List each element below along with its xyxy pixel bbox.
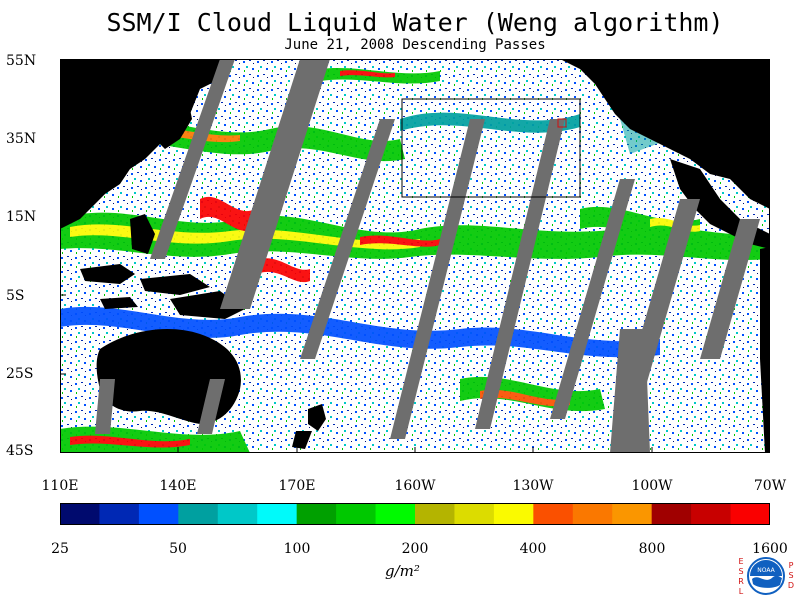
colorbar-units: g/m² xyxy=(385,562,420,580)
colorbar-swatch xyxy=(651,503,692,525)
lat-label-35n: 35N xyxy=(6,131,37,147)
colorbar-swatch xyxy=(375,503,416,525)
colorbar-swatch xyxy=(493,503,534,525)
colorbar-label-200: 200 xyxy=(401,541,429,557)
lon-label-70w: 70W xyxy=(753,478,787,494)
colorbar-swatch xyxy=(730,503,770,525)
colorbar-label-1600: 1600 xyxy=(752,541,788,557)
colorbar-swatch xyxy=(257,503,298,525)
colorbar-swatch xyxy=(572,503,613,525)
lon-label-140e: 140E xyxy=(159,478,197,494)
lon-label-100w: 100W xyxy=(631,478,673,494)
lat-label-15n: 15N xyxy=(6,209,37,225)
map-title: SSM/I Cloud Liquid Water (Weng algorithm… xyxy=(106,8,724,37)
colorbar-swatch xyxy=(60,503,100,525)
colorbar-swatch xyxy=(217,503,258,525)
colorbar-swatch xyxy=(533,503,574,525)
lon-label-170e: 170E xyxy=(278,478,316,494)
colorbar-label-800: 800 xyxy=(638,541,666,557)
lon-label-130w: 130W xyxy=(512,478,554,494)
colorbar-label-50: 50 xyxy=(169,541,187,557)
lat-label-45s: 45S xyxy=(6,443,34,459)
colorbar-label-400: 400 xyxy=(519,541,547,557)
cloud-water-map xyxy=(60,59,770,453)
lon-ticks xyxy=(177,447,653,453)
lat-ticks xyxy=(60,59,66,453)
lat-label-5s: 5S xyxy=(6,288,25,304)
svg-text:NOAA: NOAA xyxy=(757,567,775,574)
lon-label-110e: 110E xyxy=(41,478,79,494)
colorbar-swatch xyxy=(415,503,455,525)
map-subtitle: June 21, 2008 Descending Passes xyxy=(284,37,546,53)
region-box xyxy=(401,98,581,198)
colorbar-frame xyxy=(60,503,770,525)
station-marker xyxy=(557,118,567,128)
colorbar-swatch xyxy=(691,503,732,525)
colorbar xyxy=(60,503,770,525)
colorbar-label-100: 100 xyxy=(283,541,311,557)
colorbar-swatch xyxy=(336,503,377,525)
lat-label-55n: 55N xyxy=(6,53,37,69)
colorbar-swatch xyxy=(138,503,179,525)
colorbar-swatch xyxy=(178,503,219,525)
colorbar-label-25: 25 xyxy=(51,541,69,557)
lon-label-160w: 160W xyxy=(394,478,436,494)
noaa-emblem-icon: NOAA xyxy=(747,557,785,595)
land-masses xyxy=(60,59,770,453)
colorbar-swatch xyxy=(454,503,495,525)
colorbar-swatch xyxy=(612,503,653,525)
lat-label-25s: 25S xyxy=(6,366,34,382)
colorbar-swatch xyxy=(296,503,337,525)
colorbar-swatch xyxy=(99,503,140,525)
